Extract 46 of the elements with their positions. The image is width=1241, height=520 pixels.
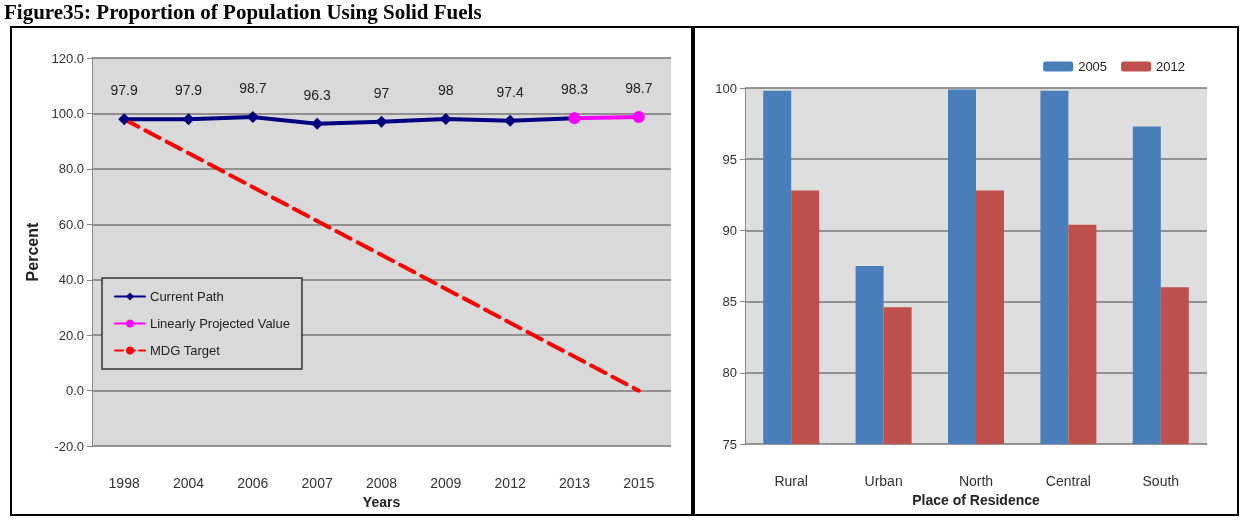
x-tick-label: North — [958, 473, 994, 489]
x-axis-title: Years — [362, 494, 401, 510]
x-tick-label: 2006 — [237, 475, 269, 492]
data-label: 98 — [438, 81, 454, 98]
y-axis-title: Percent — [24, 222, 42, 282]
chart-title: Figure35: Proportion of Population Using Solid Fuels — [4, 0, 482, 25]
x-tick-label: 2012 — [494, 475, 526, 492]
y-tick-label: -20.0 — [54, 438, 84, 454]
y-tick-label: 120.0 — [51, 50, 84, 66]
y-tick-label: 100 — [715, 80, 737, 96]
x-tick-label: 2008 — [365, 475, 398, 492]
legend-label: MDG Target — [150, 343, 221, 358]
x-tick-label: 2013 — [558, 475, 591, 492]
data-label: 96.3 — [303, 86, 331, 103]
legend-label: 2012 — [1156, 59, 1185, 74]
x-tick-label: 2004 — [172, 475, 205, 492]
legend-label: Linearly Projected Value — [150, 316, 290, 331]
y-tick-label: 80.0 — [58, 161, 84, 177]
data-label: 98.3 — [560, 81, 589, 98]
x-tick-label: 1998 — [108, 475, 140, 492]
y-tick-label: 75 — [722, 436, 737, 452]
data-label: 97.9 — [110, 82, 138, 99]
x-tick-label: 2007 — [301, 475, 333, 492]
y-tick-label: 80 — [722, 365, 737, 381]
data-label: 98.7 — [239, 80, 267, 97]
x-tick-label: Central — [1045, 473, 1091, 489]
y-tick-label: 85 — [722, 294, 737, 310]
x-tick-label: Rural — [774, 473, 808, 489]
legend-label: Current Path — [150, 289, 224, 304]
y-tick-label: 95 — [722, 151, 737, 167]
y-tick-label: 20.0 — [58, 327, 84, 343]
data-label: 98.7 — [625, 80, 653, 97]
x-tick-label: South — [1142, 473, 1180, 489]
x-tick-label: Urban — [864, 473, 903, 489]
x-axis-title: Place of Residence — [912, 491, 1041, 508]
y-tick-label: 0.0 — [65, 383, 84, 399]
data-label: 97 — [373, 84, 390, 101]
data-label: 97.9 — [174, 82, 203, 99]
x-tick-label: 2009 — [430, 475, 462, 492]
y-tick-label: 40.0 — [58, 272, 84, 288]
y-tick-label: 60.0 — [58, 216, 84, 232]
data-label: 97.4 — [496, 83, 524, 100]
y-tick-label: 90 — [722, 222, 737, 238]
y-tick-label: 100.0 — [51, 105, 84, 121]
x-tick-label: 2015 — [623, 475, 655, 492]
legend-label: 2005 — [1078, 59, 1108, 74]
